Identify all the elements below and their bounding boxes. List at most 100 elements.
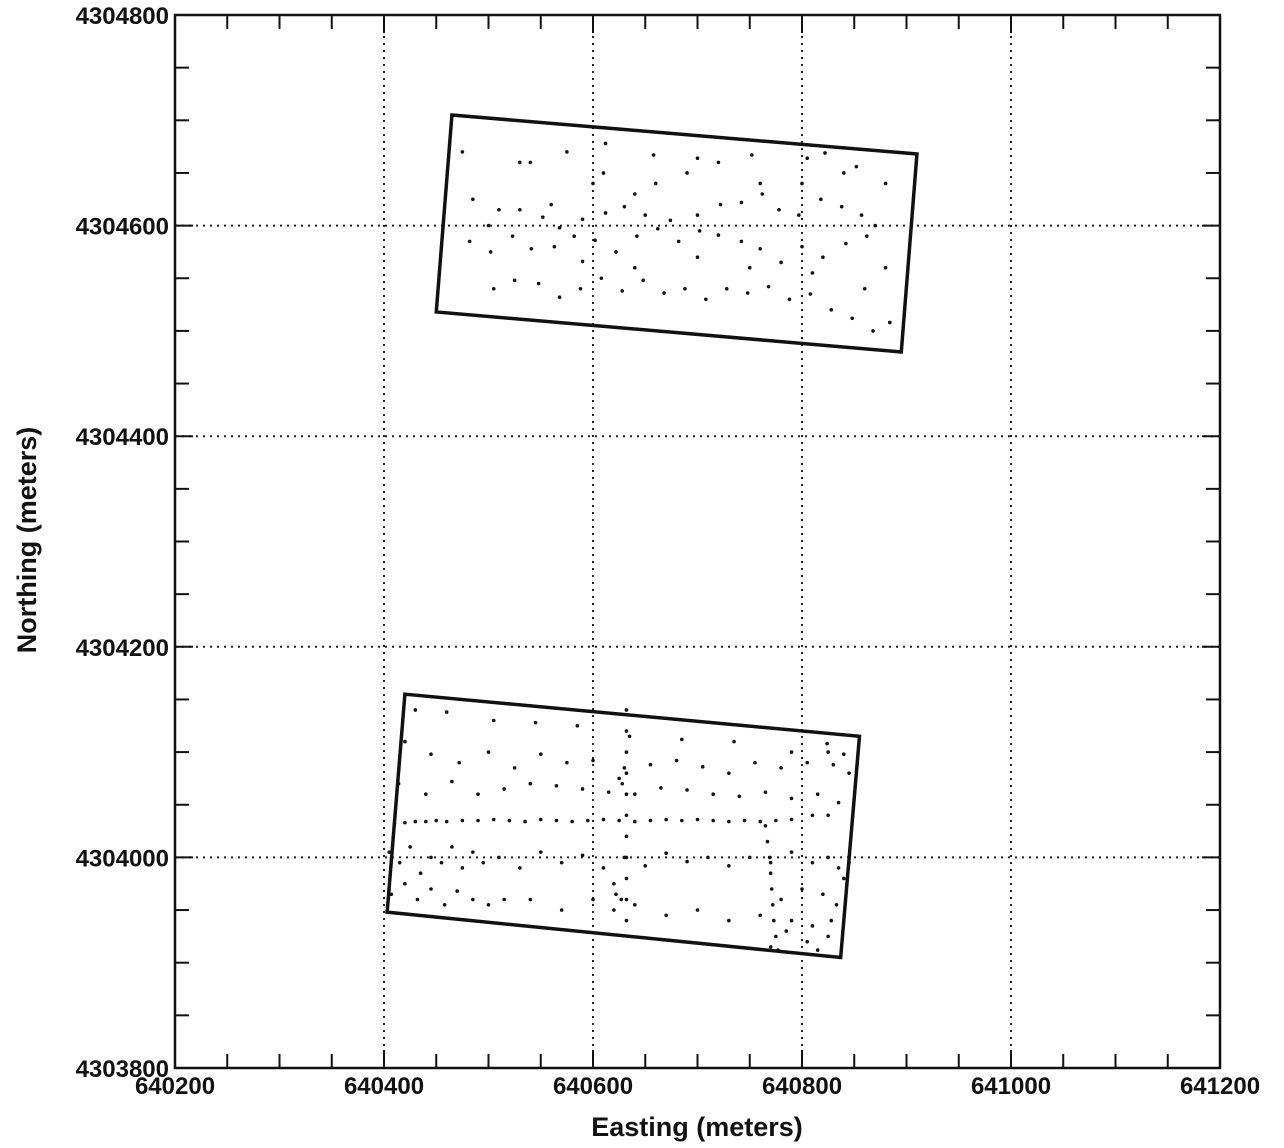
data-point [396,781,401,786]
survey-regions [385,113,919,960]
data-point [784,929,789,933]
data-point [716,233,721,237]
data-point [413,819,418,824]
data-point [789,918,794,923]
data-point [789,796,794,801]
data-point [768,860,773,865]
gridlines [175,15,1220,1068]
data-point [624,708,629,712]
data-point [429,752,433,757]
data-point [716,160,721,165]
data-point [823,151,827,155]
data-point [601,866,606,870]
data-point [850,316,854,321]
data-point [624,792,629,797]
data-point [774,934,778,939]
data-point [683,286,687,291]
data-point [606,790,611,794]
data-point [643,213,648,217]
data-point [622,204,627,209]
data-point [624,834,629,839]
data-point [680,737,684,742]
data-point [829,918,834,923]
data-point [800,887,804,891]
data-point [862,286,867,291]
x-tick-label: 640400 [344,1073,424,1100]
data-point [763,824,768,828]
data-point [676,239,681,244]
data-point [787,297,792,302]
data-point [408,845,412,849]
data-point [603,141,608,146]
data-point [825,741,829,746]
data-point [815,948,820,952]
x-axis-title: Easting (meters) [591,1112,803,1142]
data-point [439,860,444,865]
data-point [742,818,747,823]
data-point [624,918,629,923]
data-point [842,171,846,175]
data-point [800,181,804,186]
data-point [648,762,653,767]
data-point [648,818,653,823]
data-point [685,171,689,175]
data-point [591,758,595,763]
tick-labels: 640200 640400 640600 640800 641000 641200 4303… [76,3,1260,1100]
data-point [518,208,522,212]
data-point [392,821,397,826]
data-point [727,918,731,923]
data-point [779,897,783,902]
data-point [429,887,433,891]
data-point [724,286,729,291]
data-point [826,750,830,754]
data-point [497,855,501,860]
data-point [442,902,447,907]
data-point [617,818,621,823]
data-point [810,271,815,275]
data-point [808,292,813,296]
data-point [624,813,629,818]
data-point [834,902,839,907]
data-point [614,892,618,897]
data-point [528,781,533,786]
data-point [700,765,705,769]
data-point [397,860,402,865]
data-point [810,924,815,928]
data-point [455,889,459,893]
data-point [528,160,533,165]
data-point [758,819,762,824]
data-point [497,208,501,212]
data-point [633,819,637,824]
data-point [528,897,533,902]
data-point [797,213,801,217]
data-point [685,859,689,864]
data-point [570,819,574,824]
data-point [763,790,768,794]
data-point [486,750,491,754]
data-point [747,855,752,860]
data-point [471,897,475,902]
y-axis-title: Northing (meters) [12,427,42,654]
data-point [536,281,541,286]
data-point [559,908,564,912]
data-point [622,766,627,770]
data-point [481,860,486,865]
data-point [403,820,407,825]
y-tick-label: 4304400 [76,424,169,451]
data-point [572,234,576,238]
data-point [842,752,846,757]
data-point [554,783,559,788]
data-point [541,215,545,219]
data-point [620,289,625,293]
data-point [471,850,475,854]
y-tick-label: 4304800 [76,3,169,30]
data-point [467,239,472,244]
data-point [476,792,480,797]
data-point [758,246,762,251]
data-point [620,781,625,786]
data-point [768,945,773,949]
data-point [805,760,810,765]
data-point [819,197,823,202]
data-point [664,913,668,918]
